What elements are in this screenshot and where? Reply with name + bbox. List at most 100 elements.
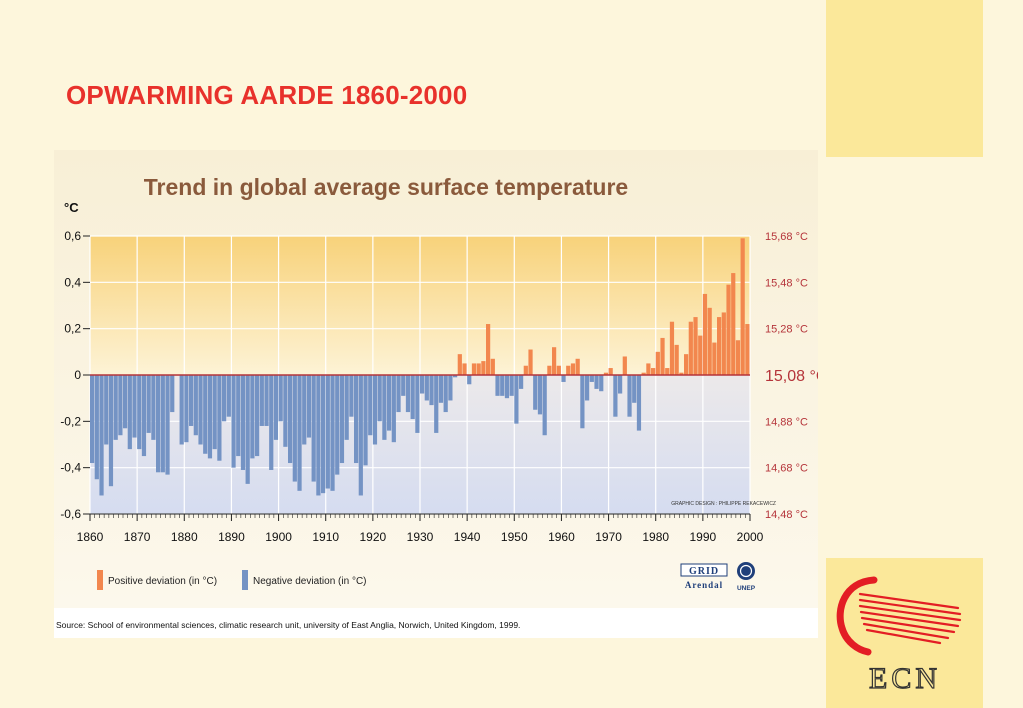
ecn-logo-mark: ECN — [836, 576, 962, 696]
bar-1898 — [269, 375, 274, 470]
bar-1975 — [632, 375, 637, 403]
bar-1957 — [547, 365, 552, 375]
bar-1885 — [207, 375, 213, 459]
bar-1897 — [264, 375, 269, 426]
x-tick-label: 1950 — [501, 530, 528, 544]
bar-1900 — [278, 375, 283, 422]
bar-1869 — [132, 375, 137, 438]
ecn-logo: ECN — [830, 568, 980, 698]
x-tick-label: 1920 — [360, 530, 387, 544]
bar-1903 — [292, 375, 297, 482]
bar-1951 — [519, 375, 524, 389]
bar-1989 — [698, 335, 703, 375]
bar-1974 — [627, 375, 632, 417]
bar-1980 — [655, 351, 660, 375]
decorative-block-bottom — [826, 558, 983, 708]
bar-1941 — [471, 363, 477, 375]
bar-1990 — [702, 293, 708, 375]
bar-1949 — [509, 375, 514, 396]
bar-1896 — [259, 375, 264, 426]
bar-1881 — [189, 375, 194, 426]
bar-1964 — [580, 375, 585, 429]
bar-1870 — [137, 375, 142, 450]
bar-1907 — [311, 375, 316, 482]
bar-1936 — [448, 375, 453, 401]
bar-1985 — [679, 372, 684, 375]
bar-1882 — [193, 375, 198, 436]
bar-1909 — [321, 375, 326, 494]
bar-1910 — [325, 375, 330, 489]
bar-1950 — [514, 375, 519, 424]
bar-1879 — [179, 375, 184, 445]
bar-1931 — [424, 375, 429, 401]
y-tick-label: 0,2 — [64, 322, 81, 336]
bar-1899 — [273, 375, 279, 440]
bar-1930 — [420, 375, 425, 394]
bar-1958 — [552, 347, 557, 375]
x-tick-label: 1890 — [218, 530, 245, 544]
bar-1956 — [542, 375, 547, 436]
bar-1999 — [745, 324, 750, 375]
bar-1919 — [368, 375, 373, 436]
source-strip — [54, 608, 818, 638]
bar-1915 — [349, 375, 354, 417]
bar-1995 — [726, 284, 731, 375]
bar-1865 — [113, 375, 118, 440]
bar-1955 — [537, 375, 543, 415]
bar-1977 — [641, 372, 646, 375]
bar-1923 — [387, 375, 392, 431]
bar-1860 — [90, 375, 95, 464]
bar-1928 — [410, 375, 415, 420]
x-tick-label: 1900 — [265, 530, 292, 544]
bar-1965 — [585, 375, 590, 401]
bar-1997 — [735, 340, 741, 375]
bar-1988 — [693, 317, 698, 375]
y-tick-label: 0 — [74, 368, 81, 382]
bar-1927 — [405, 375, 411, 413]
bar-1961 — [566, 365, 571, 375]
bar-1992 — [712, 342, 717, 375]
x-axis-tick-labels: 1860 1870 1880 1890 1900 1910 1920 1930 1940 1950… — [77, 530, 764, 544]
bar-1996 — [731, 273, 736, 375]
bar-1914 — [344, 375, 349, 440]
legend-swatch-positive — [97, 570, 103, 590]
right-axis-label: 14,68 °C — [765, 463, 808, 475]
bar-1998 — [740, 238, 745, 375]
y-tick-label: -0,4 — [60, 461, 81, 475]
bar-1875 — [160, 375, 165, 473]
bar-1901 — [283, 375, 288, 447]
bar-1884 — [203, 375, 208, 454]
right-axis-label: 15,68 °C — [765, 231, 808, 243]
bar-1968 — [599, 375, 604, 392]
bar-1929 — [415, 375, 420, 433]
bar-1917 — [358, 375, 363, 496]
right-axis-label: 15,08 °C — [765, 368, 818, 385]
bar-1976 — [636, 375, 642, 431]
y-axis-tick-labels: 0,6 0,4 0,2 0 -0,2 -0,4 -0,6 — [60, 229, 90, 521]
bar-1943 — [481, 361, 486, 375]
graphic-credit: GRAPHIC DESIGN : PHILIPPE REKACEWICZ — [671, 501, 776, 507]
bar-1953 — [528, 349, 533, 375]
bar-1873 — [151, 375, 156, 440]
y-tick-label: 0,6 — [64, 229, 81, 243]
bar-1924 — [391, 375, 396, 443]
bar-1944 — [486, 324, 491, 375]
bar-1993 — [717, 317, 722, 375]
bar-1888 — [222, 375, 227, 422]
bar-1971 — [613, 375, 618, 417]
bar-1986 — [684, 354, 689, 375]
bar-1889 — [226, 375, 231, 417]
x-tick-label: 1970 — [595, 530, 622, 544]
x-tick-label: 1960 — [548, 530, 575, 544]
x-tick-label: 1860 — [77, 530, 104, 544]
bar-1891 — [236, 375, 241, 457]
bar-1872 — [146, 375, 151, 433]
slide-title: OPWARMING AARDE 1860-2000 — [66, 80, 468, 110]
bar-1966 — [589, 375, 594, 382]
arendal-logo-text: Arendal — [685, 580, 723, 590]
y-axis-unit-label: °C — [64, 200, 79, 215]
bar-1861 — [94, 375, 99, 480]
bar-1876 — [165, 375, 170, 475]
bar-1960 — [561, 375, 566, 382]
bar-1947 — [500, 375, 505, 396]
